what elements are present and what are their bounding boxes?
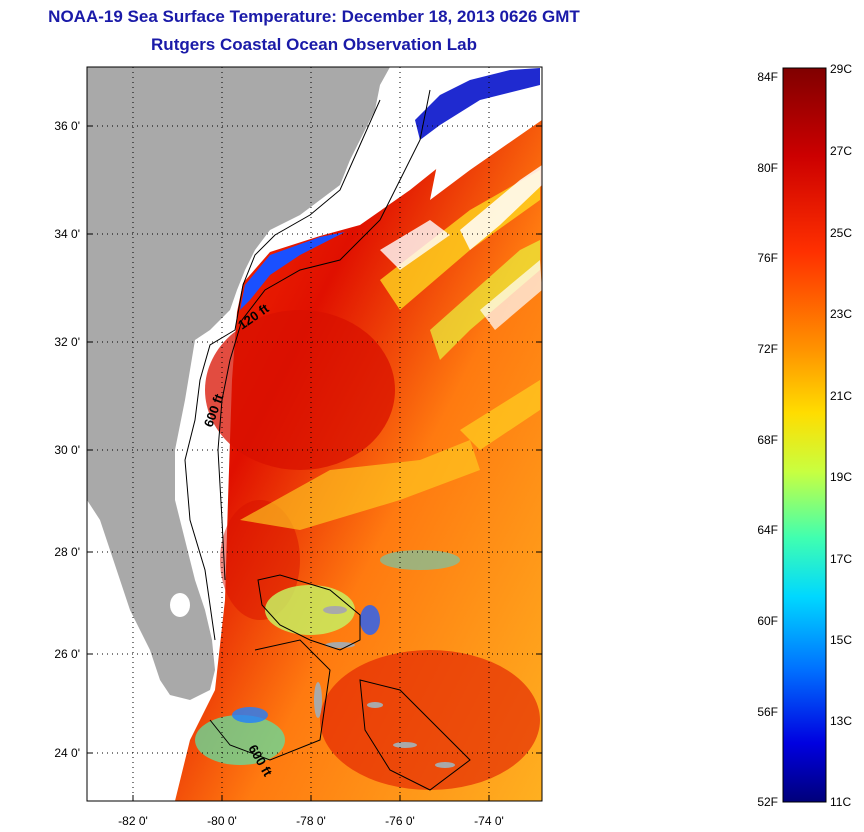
lon-label: -74 0' (474, 814, 504, 828)
lat-label: 30 0' (54, 443, 80, 457)
colorbar-c-label: 27C (830, 144, 852, 158)
latitude-labels: 36 0' 34 0' 32 0' 30 0' 28 0' 26 0' 24 0… (54, 119, 80, 760)
lon-label: -82 0' (118, 814, 148, 828)
colorbar-f-label: 84F (757, 70, 778, 84)
colorbar-c-label: 25C (830, 226, 852, 240)
lon-label: -80 0' (207, 814, 237, 828)
colorbar-gradient (782, 67, 827, 803)
colorbar-c-label: 15C (830, 633, 852, 647)
bathymetry-contours (184, 89, 471, 791)
colorbar-f-label: 68F (757, 433, 778, 447)
colorbar-c-label: 11C (830, 795, 851, 809)
lat-label: 34 0' (54, 227, 80, 241)
colorbar-c-label: 29C (830, 62, 852, 76)
lat-label: 32 0' (54, 335, 80, 349)
map-subtitle: Rutgers Coastal Ocean Observation Lab (151, 35, 477, 54)
lat-label: 24 0' (54, 746, 80, 760)
colorbar-c-label: 23C (830, 307, 852, 321)
land (87, 67, 455, 768)
sst-swath (175, 68, 542, 801)
colorbar: 84F 80F 76F 72F 68F 64F 60F 56F 52F 29C … (757, 62, 852, 809)
lat-label: 26 0' (54, 647, 80, 661)
colorbar-f-labels: 84F 80F 76F 72F 68F 64F 60F 56F 52F (757, 70, 778, 809)
lon-label: -78 0' (296, 814, 326, 828)
colorbar-c-label: 13C (830, 714, 852, 728)
map-title: NOAA-19 Sea Surface Temperature: Decembe… (48, 7, 580, 26)
colorbar-c-label: 21C (830, 389, 852, 403)
colorbar-f-label: 64F (757, 523, 778, 537)
colorbar-f-label: 72F (757, 342, 778, 356)
map-area: 120 ft 600 ft 600 ft (87, 67, 542, 801)
colorbar-c-label: 17C (830, 552, 852, 566)
map-frame (86, 66, 543, 802)
map-ticks (87, 125, 542, 801)
lat-label: 28 0' (54, 545, 80, 559)
colorbar-f-label: 76F (757, 251, 778, 265)
longitude-labels: -82 0' -80 0' -78 0' -76 0' -74 0' (118, 814, 504, 828)
lon-label: -76 0' (385, 814, 415, 828)
graticule (87, 67, 542, 801)
colorbar-f-label: 60F (757, 614, 778, 628)
colorbar-f-label: 80F (757, 161, 778, 175)
colorbar-f-label: 56F (757, 705, 778, 719)
colorbar-c-labels: 29C 27C 25C 23C 21C 19C 17C 15C 13C 11C (830, 62, 852, 809)
colorbar-c-label: 19C (830, 470, 852, 484)
lat-label: 36 0' (54, 119, 80, 133)
colorbar-f-label: 52F (757, 795, 778, 809)
